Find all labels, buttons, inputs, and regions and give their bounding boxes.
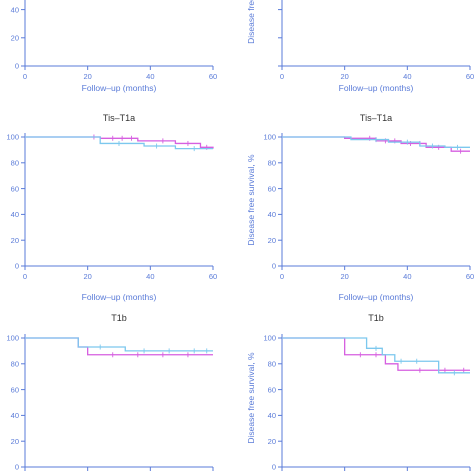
y-tick-label: 20	[268, 236, 276, 245]
y-tick-label: 0	[272, 262, 276, 271]
y-tick-label: 80	[11, 159, 19, 168]
y-tick-label: 20	[11, 236, 19, 245]
x-axis-title: Follow–up (months)	[339, 292, 414, 302]
x-tick-label: 20	[83, 72, 91, 81]
y-tick-label: 20	[268, 437, 276, 446]
km-curve-2	[282, 136, 470, 148]
y-tick-label: 0	[15, 262, 19, 271]
panel-title: Tis–T1a	[360, 113, 392, 123]
x-tick-label: 40	[146, 272, 154, 281]
y-axis-title: Disease free survival, %	[246, 352, 256, 444]
y-tick-label: 40	[11, 210, 19, 219]
y-tick-label: 40	[11, 411, 19, 420]
y-tick-label: 40	[268, 411, 276, 420]
y-tick-label: 60	[11, 184, 19, 193]
y-tick-label: 80	[268, 360, 276, 369]
y-tick-label: 80	[268, 159, 276, 168]
y-tick-label: 0	[15, 463, 19, 472]
x-tick-label: 40	[403, 72, 411, 81]
x-tick-label: 20	[340, 272, 348, 281]
km-curve-2	[25, 136, 213, 150]
km-curve-1	[282, 337, 470, 371]
x-tick-label: 20	[340, 72, 348, 81]
x-axis-title: Follow–up (months)	[339, 83, 414, 93]
y-tick-label: 100	[6, 334, 19, 343]
panel-title: T1b	[111, 313, 127, 323]
y-tick-label: 0	[15, 62, 19, 71]
x-tick-label: 60	[209, 272, 217, 281]
x-tick-label: 0	[280, 272, 284, 281]
y-axis-title: Disease free survival, %	[246, 154, 256, 246]
y-tick-label: 40	[11, 5, 19, 14]
x-tick-label: 40	[146, 72, 154, 81]
y-tick-label: 60	[268, 385, 276, 394]
x-axis-title: Follow–up (months)	[82, 292, 157, 302]
y-tick-label: 60	[11, 385, 19, 394]
km-panel-6: 0204060020406080100T1bDisease free survi…	[246, 313, 474, 474]
km-panel-2: 0 20 40 60 Follow–up (months) Disease free	[246, 0, 474, 93]
x-tick-label: 60	[209, 72, 217, 81]
km-curve-2	[282, 337, 470, 374]
km-panel-5: 0204060020406080100T1b	[6, 313, 217, 474]
y-tick-label: 100	[6, 133, 19, 142]
x-tick-label: 0	[280, 72, 284, 81]
km-panel-1: 0 20 40 60 0 20 40 Follow–up (months)	[11, 0, 217, 93]
km-curve-2	[25, 337, 213, 352]
x-axis-title: Follow–up (months)	[82, 83, 157, 93]
x-tick-label: 60	[466, 72, 474, 81]
y-tick-label: 0	[272, 463, 276, 472]
x-tick-label: 20	[83, 272, 91, 281]
y-tick-label: 40	[268, 210, 276, 219]
km-panel-4: 0 20 40 60 0 20 40 60 80 100 Follow–up (months) Tis…	[246, 113, 474, 302]
y-tick-label: 100	[263, 133, 276, 142]
y-tick-label: 60	[268, 184, 276, 193]
y-tick-label: 20	[11, 437, 19, 446]
x-tick-label: 40	[403, 272, 411, 281]
x-tick-label: 0	[23, 72, 27, 81]
x-tick-label: 0	[23, 272, 27, 281]
x-tick-label: 60	[466, 272, 474, 281]
km-panel-3: 0 20 40 60 0 20 40 60 80 100 Follow–up (months) Tis…	[6, 113, 217, 302]
y-axis-title: Disease free	[246, 0, 256, 44]
panel-title: Tis–T1a	[103, 113, 135, 123]
y-tick-label: 80	[11, 360, 19, 369]
y-tick-label: 20	[11, 34, 19, 43]
panel-title: T1b	[368, 313, 384, 323]
y-tick-label: 100	[263, 334, 276, 343]
